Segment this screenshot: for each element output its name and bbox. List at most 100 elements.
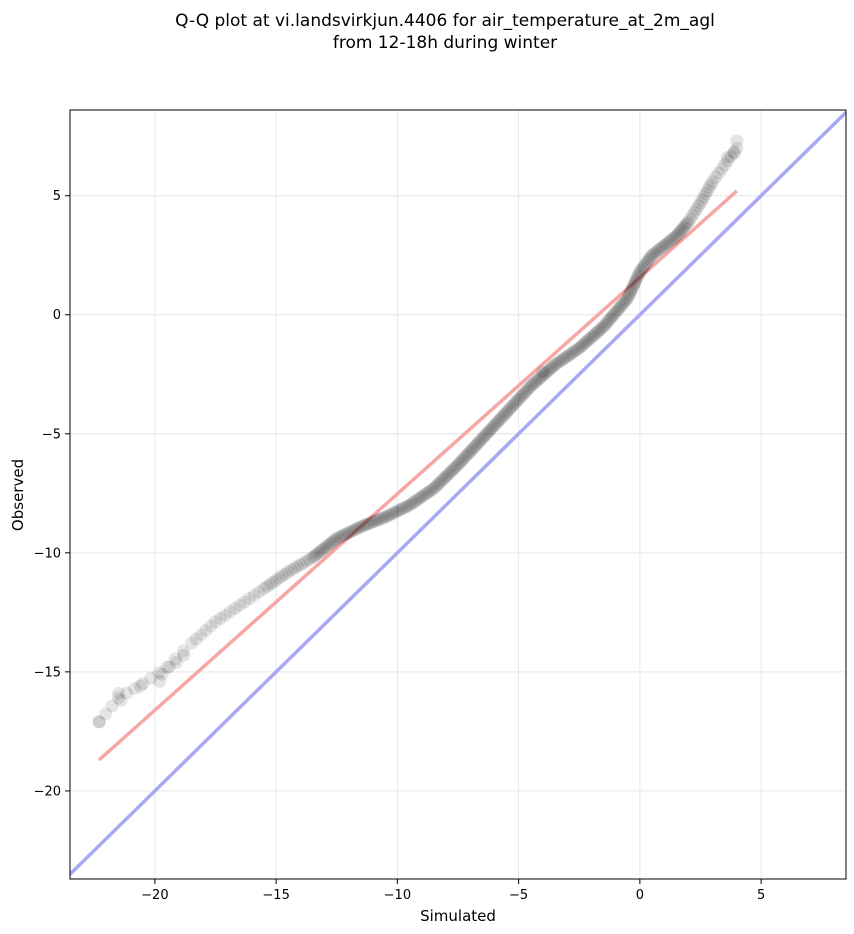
qq-point (120, 686, 134, 700)
qq-point (565, 346, 579, 360)
qq-point (602, 313, 616, 327)
qq-point (284, 563, 298, 577)
qq-point (689, 202, 703, 216)
qq-point (344, 525, 358, 539)
qq-point (302, 552, 316, 566)
qq-point (595, 321, 609, 335)
qq-point (730, 134, 744, 148)
qq-point (260, 579, 274, 593)
qq-point (506, 399, 520, 413)
qq-point (296, 556, 310, 570)
qq-point (189, 632, 203, 646)
qq-point (263, 577, 277, 591)
qq-point (590, 325, 604, 339)
qq-point (650, 244, 664, 258)
qq-point (577, 337, 591, 351)
qq-point (495, 410, 509, 424)
qq-point (709, 170, 723, 184)
qq-point (616, 296, 630, 310)
qq-point (366, 515, 380, 529)
qq-point (683, 212, 697, 226)
qq-point (228, 602, 242, 616)
qq-point (614, 299, 628, 313)
qq-point (386, 506, 400, 520)
qq-point (92, 715, 106, 729)
qq-point (252, 585, 266, 599)
qq-point (563, 347, 577, 361)
qq-point (512, 392, 526, 406)
qq-point (659, 237, 673, 251)
qq-point (664, 233, 678, 247)
qq-point (321, 538, 335, 552)
qq-point (99, 707, 113, 721)
qq-point (423, 484, 437, 498)
qq-point (275, 569, 289, 583)
qq-point (160, 660, 174, 674)
qq-point (342, 526, 356, 540)
qq-point (400, 499, 414, 513)
qq-point (457, 451, 471, 465)
qq-point (536, 365, 550, 379)
qq-point (609, 305, 623, 319)
qq-point (155, 667, 169, 681)
qq-point (242, 592, 256, 606)
qq-point (463, 445, 477, 459)
qq-point (545, 361, 559, 375)
qq-point (430, 478, 444, 492)
qq-point (619, 293, 633, 307)
qq-point (486, 420, 500, 434)
qq-point (598, 318, 612, 332)
qq-point (530, 373, 544, 387)
qq-point (629, 273, 643, 287)
qq-point (105, 699, 119, 713)
qq-point (133, 679, 147, 693)
qq-point (364, 516, 378, 530)
qq-point (700, 184, 714, 198)
qq-point (421, 485, 435, 499)
qq-point (675, 223, 689, 237)
qq-point (326, 534, 340, 548)
qq-point (404, 497, 418, 511)
qq-point (451, 458, 465, 472)
qq-point (724, 149, 738, 163)
qq-point (408, 494, 422, 508)
qq-point (532, 372, 546, 386)
qq-point (657, 239, 671, 253)
qq-point (428, 480, 442, 494)
qq-point (443, 466, 457, 480)
qq-point (287, 561, 301, 575)
y-tick-label: 5 (53, 189, 61, 204)
qq-point (533, 371, 547, 385)
qq-point (176, 644, 190, 658)
qq-point (588, 327, 602, 341)
qq-point (501, 404, 515, 418)
qq-point (460, 448, 474, 462)
qq-point (527, 376, 541, 390)
qq-point (233, 598, 247, 612)
qq-point (721, 154, 735, 168)
qq-point (436, 472, 450, 486)
y-tick-label: −5 (42, 427, 61, 442)
qq-point (266, 575, 280, 589)
qq-point (584, 331, 598, 345)
qq-point (654, 241, 668, 255)
qq-point (622, 289, 636, 303)
qq-point (604, 311, 618, 325)
qq-point (168, 652, 182, 666)
qq-point (503, 402, 517, 416)
qq-point (538, 366, 552, 380)
qq-point (702, 181, 716, 195)
qq-point (290, 560, 304, 574)
qq-point (624, 283, 638, 297)
qq-point (419, 487, 433, 501)
qq-point (440, 469, 454, 483)
y-axis-label: Observed (9, 459, 27, 531)
qq-point (368, 514, 382, 528)
qq-point (204, 619, 218, 633)
qq-point (727, 145, 741, 159)
qq-point (645, 248, 659, 262)
qq-point (425, 483, 439, 497)
qq-point (636, 261, 650, 275)
qq-point (535, 369, 549, 383)
